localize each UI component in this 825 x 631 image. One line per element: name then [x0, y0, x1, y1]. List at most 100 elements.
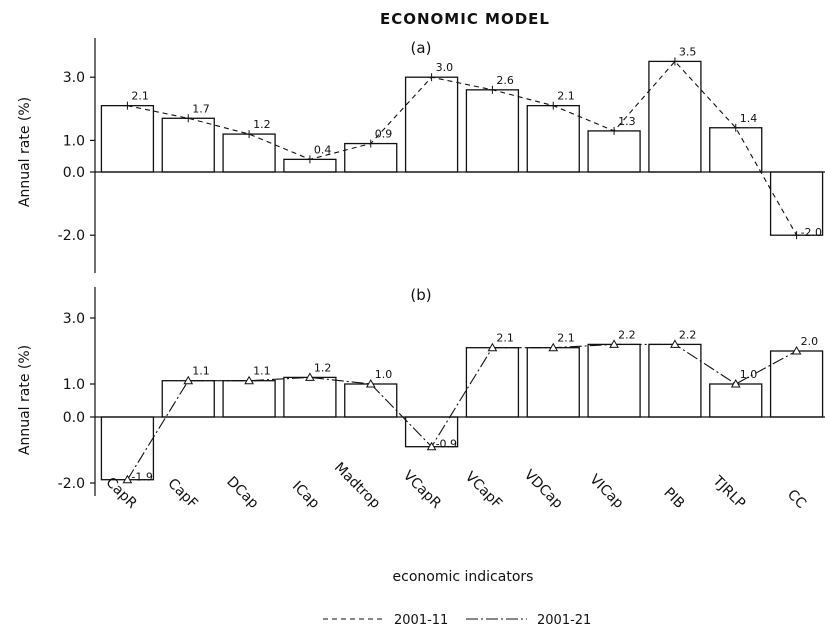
y-tick-label: 0.0: [63, 165, 85, 181]
value-label: 2.2: [679, 328, 697, 341]
panel-label: (a): [411, 39, 432, 57]
x-axis-label: economic indicators: [393, 569, 534, 585]
value-label: 1.3: [618, 115, 636, 128]
bar-tjrlp: [709, 383, 763, 418]
x-tick-label: VICap: [586, 472, 626, 512]
triangle-marker: [670, 339, 680, 348]
y-tick-label: -2.0: [58, 228, 85, 244]
x-tick-label: VCapR: [400, 468, 444, 512]
x-tick-label: Madtrop: [331, 460, 383, 512]
x-tick-label: VCapF: [462, 469, 505, 512]
value-label: 1.0: [375, 368, 393, 381]
x-tick-label: CapF: [164, 476, 200, 512]
value-label: 2.1: [131, 90, 149, 103]
legend-label: 2001-11: [394, 613, 448, 628]
x-tick-label: TJRLP: [709, 472, 748, 511]
plus-marker: [488, 85, 497, 94]
series-line: [126, 343, 797, 480]
value-label: -1.9: [131, 471, 152, 484]
value-label: 0.9: [375, 128, 393, 141]
bar-dcap: [222, 133, 276, 173]
triangle-marker: [487, 342, 498, 352]
plus-marker: [670, 57, 679, 66]
x-tick-label: PIB: [660, 485, 687, 512]
triangle-marker: [548, 342, 559, 352]
bar-capf: [161, 117, 215, 173]
bar-tjrlp: [709, 127, 763, 173]
x-category-labels: CapR CapF DCap ICap Madtrop VCapR VCapF VDCap VI…: [102, 460, 809, 512]
bar-icap: [283, 376, 337, 418]
value-label: 2.1: [496, 332, 513, 345]
bar-pib: [648, 343, 702, 418]
panel-label: (b): [410, 286, 431, 304]
y-tick-label: 0.0: [63, 410, 85, 426]
value-label: 1.2: [253, 118, 270, 131]
bar-capf: [161, 380, 215, 418]
triangle-marker: [365, 378, 376, 388]
bar-vcapf: [465, 347, 520, 418]
value-label: 3.0: [436, 61, 454, 74]
value-label: 2.0: [801, 335, 819, 348]
triangle-marker: [122, 474, 133, 484]
bar-madtrop: [344, 383, 398, 418]
y-tick-label: 1.0: [63, 133, 85, 149]
value-label: 1.1: [192, 365, 210, 378]
value-label: 1.0: [740, 368, 758, 381]
plus-marker: [731, 123, 740, 132]
bar-capr: [100, 104, 155, 173]
legend: 2001-11 2001-21: [323, 613, 591, 628]
value-label: 2.2: [618, 328, 636, 341]
value-label: 1.2: [314, 361, 332, 374]
triangle-marker: [183, 375, 194, 385]
triangle-marker: [244, 375, 254, 385]
legend-label: 2001-21: [537, 613, 591, 628]
value-label: -0.9: [436, 438, 457, 451]
y-tick-label: 3.0: [63, 311, 85, 327]
value-label: 2.6: [496, 74, 513, 87]
x-tick-label: CC: [784, 487, 809, 512]
chart-title: ECONOMIC MODEL: [380, 10, 550, 28]
bar-vcapf: [465, 89, 520, 173]
x-tick-label: DCap: [223, 474, 261, 512]
triangle-marker: [791, 345, 802, 355]
plus-marker: [184, 114, 193, 123]
plus-marker: [366, 139, 375, 148]
triangle-marker: [305, 372, 315, 381]
value-label: 1.4: [740, 112, 758, 125]
plus-marker: [610, 126, 619, 135]
panel-b: (b) Annual rate (%) 3.0 1.0 0.0 -2.0 -1.9 1.1…: [17, 286, 825, 496]
bar-dcap: [222, 380, 276, 418]
plus-marker: [245, 130, 254, 139]
plus-marker: [305, 155, 314, 164]
value-label: 0.4: [314, 143, 332, 156]
plus-marker: [427, 73, 436, 82]
plus-marker: [792, 231, 801, 240]
bar-vdcap: [526, 104, 580, 173]
x-tick-label: VDCap: [521, 467, 566, 512]
series-line: [127, 60, 798, 236]
triangle-marker: [730, 378, 741, 388]
x-tick-label: ICap: [289, 478, 323, 512]
y-axis-label: Annual rate (%): [17, 345, 33, 455]
plus-marker: [549, 101, 558, 110]
y-axis-label: Annual rate (%): [17, 97, 33, 207]
y-tick-label: 3.0: [63, 70, 85, 86]
value-label: 1.7: [192, 102, 210, 115]
panel-a: (a) Annual rate (%) 3.0 1.0 0.0 -2.0 2.1 1.7 1…: [17, 38, 825, 273]
value-label: 3.5: [679, 45, 697, 58]
value-label: 1.1: [253, 365, 270, 378]
bar-pib: [648, 60, 702, 173]
bar-vcapr: [404, 76, 459, 173]
y-tick-label: 1.0: [63, 377, 85, 393]
bar-vdcap: [526, 347, 580, 418]
value-label: -2.0: [801, 226, 822, 239]
bar-vicap: [587, 343, 641, 418]
bar-vicap: [587, 130, 641, 173]
y-tick-label: -2.0: [58, 476, 85, 492]
plus-marker: [123, 101, 132, 110]
triangle-marker: [426, 441, 437, 451]
value-label: 2.1: [557, 332, 575, 345]
value-label: 2.1: [557, 90, 575, 103]
triangle-marker: [609, 339, 619, 348]
